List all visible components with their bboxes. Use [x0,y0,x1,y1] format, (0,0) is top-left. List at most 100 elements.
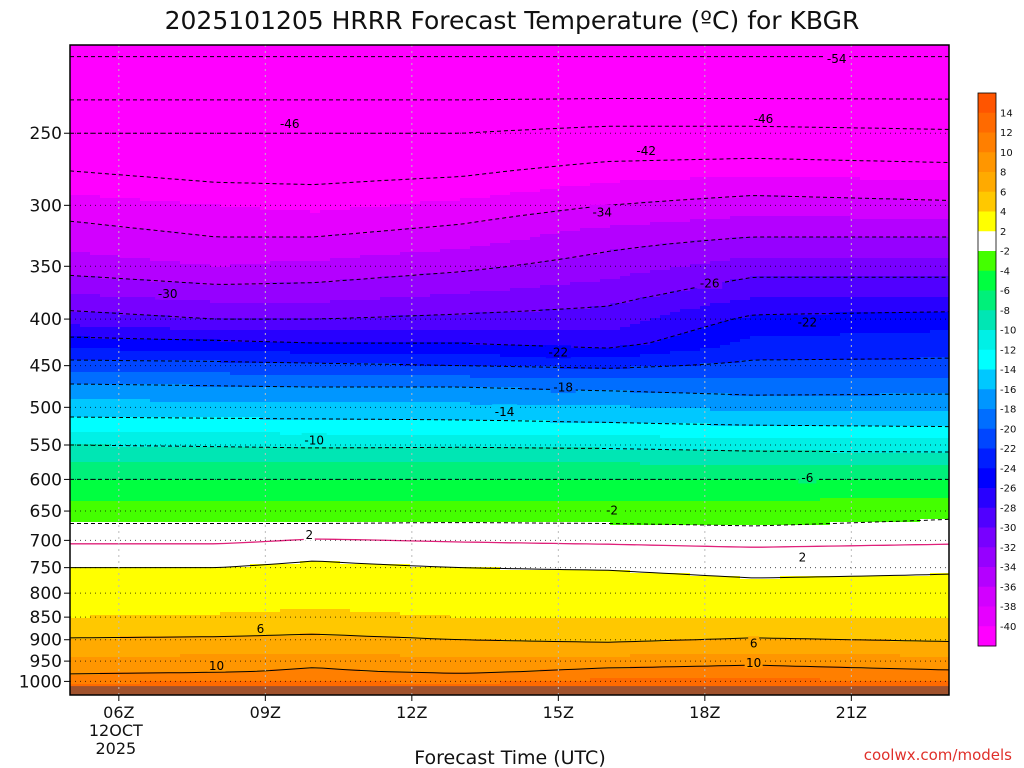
heatmap-cell [80,414,91,418]
heatmap-cell [70,45,81,49]
heatmap-cell [70,582,81,586]
heatmap-cell [80,477,91,481]
heatmap-cell [80,381,91,385]
heatmap-cell [70,375,81,379]
heatmap-cell [70,387,81,391]
heatmap-cell [70,534,81,538]
heatmap-cell [70,597,81,601]
heatmap-cell [80,192,91,196]
heatmap-cell [90,528,101,532]
heatmap-cell [80,258,91,262]
heatmap-cell [90,639,101,643]
heatmap-cell [80,507,91,511]
heatmap-cell [80,408,91,412]
heatmap-cell [80,135,91,139]
heatmap-cell [90,48,101,52]
heatmap-cell [90,609,101,613]
heatmap-cell [90,198,101,202]
heatmap-cell [70,603,81,607]
heatmap-cell [90,273,101,277]
heatmap-cell [80,621,91,625]
heatmap-cell [90,393,101,397]
heatmap-cell [90,519,101,523]
heatmap-cell [70,246,81,250]
heatmap-cell [90,57,101,61]
heatmap-cell [80,417,91,421]
heatmap-cell [90,78,101,82]
heatmap-cell [100,141,111,145]
heatmap-cell [80,294,91,298]
heatmap-cell [90,441,101,445]
heatmap-cell [80,372,91,376]
heatmap-cell [70,531,81,535]
heatmap-cell [70,471,81,475]
heatmap-cell [90,258,101,262]
heatmap-cell [100,60,111,64]
heatmap-cell [90,339,101,343]
heatmap-cell [80,684,91,688]
heatmap-cell [70,621,81,625]
heatmap-cell [100,87,111,91]
heatmap-cell [90,153,101,157]
heatmap-cell [70,183,81,187]
heatmap-cell [90,348,101,352]
heatmap-cell [90,585,101,589]
heatmap-cell [90,333,101,337]
heatmap-cell [70,669,81,673]
heatmap-cell [70,663,81,667]
heatmap-cell [70,492,81,496]
heatmap-cell [100,126,111,130]
heatmap-cell [80,306,91,310]
heatmap-cell [100,186,111,190]
heatmap-cell [90,567,101,571]
heatmap-cell [90,375,101,379]
heatmap-cell [70,573,81,577]
heatmap-cell [90,645,101,649]
heatmap-cell [70,390,81,394]
heatmap-cell [70,510,81,514]
heatmap-cell [70,105,81,109]
heatmap-cell [90,369,101,373]
heatmap-cell [70,498,81,502]
heatmap-cell [90,126,101,130]
heatmap-cell [70,441,81,445]
heatmap-cell [90,219,101,223]
heatmap-cell [70,453,81,457]
heatmap-cell [70,297,81,301]
heatmap-cell [70,432,81,436]
heatmap-cell [100,174,111,178]
heatmap-cell [80,123,91,127]
heatmap-cell [100,108,111,112]
heatmap-cell [90,159,101,163]
heatmap-cell [80,219,91,223]
heatmap-cell [80,363,91,367]
heatmap-cell [80,105,91,109]
heatmap-cell [90,633,101,637]
heatmap-cell [90,423,101,427]
heatmap-cell [90,240,101,244]
heatmap-cell [80,69,91,73]
heatmap-cell [70,111,81,115]
heatmap-cell [70,57,81,61]
heatmap-cell [80,153,91,157]
heatmap-cell [90,270,101,274]
heatmap-cell [70,522,81,526]
heatmap-cell [80,159,91,163]
heatmap-cell [80,273,91,277]
heatmap-cell [90,486,101,490]
heatmap-cell [80,66,91,70]
heatmap-cell [70,678,81,682]
heatmap-cell [90,315,101,319]
heatmap-cell [90,321,101,325]
heatmap-cell [70,516,81,520]
heatmap-cell [80,546,91,550]
heatmap-cell [70,342,81,346]
heatmap-cell [90,471,101,475]
heatmap-cell [90,276,101,280]
heatmap-cell [70,339,81,343]
heatmap-cell [100,111,111,115]
heatmap-cell [90,516,101,520]
heatmap-cell [90,573,101,577]
heatmap-cell [70,102,81,106]
